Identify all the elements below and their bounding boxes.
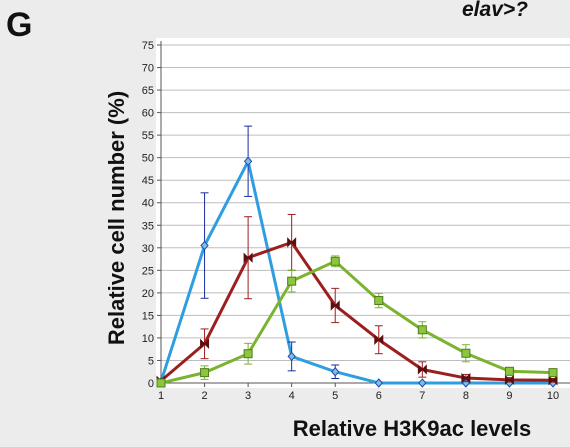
grid xyxy=(161,44,570,361)
data-point xyxy=(200,368,210,378)
data-point xyxy=(461,348,471,358)
x-tick-label: 8 xyxy=(463,390,469,402)
x-tick-label: 5 xyxy=(332,390,338,402)
data-point xyxy=(200,240,209,251)
y-tick-label: 0 xyxy=(148,378,154,390)
x-tick-label: 6 xyxy=(376,390,382,402)
y-tick-label: 40 xyxy=(142,198,154,210)
series-line xyxy=(160,240,554,382)
data-point xyxy=(504,374,511,386)
y-tick-label: 70 xyxy=(142,63,154,75)
panel-label: G xyxy=(6,6,33,44)
x-tick-label: 10 xyxy=(547,390,559,402)
data-point xyxy=(508,374,514,386)
x-tick-label: 1 xyxy=(158,390,164,402)
data-point xyxy=(421,364,427,375)
y-tick-label: 60 xyxy=(142,108,154,120)
x-tick-label: 4 xyxy=(289,390,295,402)
data-point xyxy=(200,338,206,349)
data-point xyxy=(287,276,297,286)
series xyxy=(156,125,558,388)
y-tick-label: 30 xyxy=(142,243,154,255)
data-point xyxy=(374,378,383,388)
y-tick-label: 15 xyxy=(142,310,154,322)
y-tick-label: 55 xyxy=(142,130,154,142)
series-line xyxy=(159,159,553,385)
data-point xyxy=(461,372,467,384)
data-point xyxy=(552,375,558,386)
data-point xyxy=(417,364,424,375)
data-point xyxy=(418,378,427,388)
y-tick-label: 35 xyxy=(142,220,154,232)
data-point xyxy=(243,349,253,359)
y-tick-label: 50 xyxy=(142,153,154,165)
data-point xyxy=(331,366,340,377)
data-point xyxy=(374,334,380,345)
x-tick-label: 2 xyxy=(201,390,207,402)
y-tick-label: 65 xyxy=(142,85,154,97)
x-tick-label: 7 xyxy=(419,390,425,402)
x-tick-label: 9 xyxy=(506,390,512,402)
y-tick-label: 75 xyxy=(142,40,154,52)
data-point xyxy=(374,296,384,306)
series-line xyxy=(160,259,554,385)
data-point xyxy=(156,378,166,388)
data-point xyxy=(243,156,253,167)
data-point xyxy=(330,256,340,266)
data-point xyxy=(417,325,427,335)
data-point xyxy=(504,366,514,376)
data-point xyxy=(290,237,297,248)
data-point xyxy=(287,351,296,362)
data-point xyxy=(378,334,384,345)
y-tick-label: 25 xyxy=(142,265,154,277)
header-text: elav>? xyxy=(462,0,528,21)
data-point xyxy=(287,237,293,248)
y-tick-label: 5 xyxy=(148,355,154,367)
data-point xyxy=(334,300,340,311)
data-point xyxy=(548,368,558,378)
data-point xyxy=(243,252,249,263)
y-tick-label: 45 xyxy=(142,175,154,187)
x-tick-label: 3 xyxy=(245,390,251,402)
y-tick-label: 20 xyxy=(142,288,154,300)
data-point xyxy=(247,252,253,263)
x-axis-label: Relative H3K9ac levels xyxy=(293,416,532,441)
y-tick-label: 10 xyxy=(142,333,154,345)
data-point xyxy=(465,372,471,384)
series-3 xyxy=(156,255,558,388)
data-point xyxy=(330,300,336,311)
data-point xyxy=(203,338,210,349)
y-axis-label: Relative cell number (%) xyxy=(104,91,129,345)
plot-background xyxy=(156,38,570,388)
data-point xyxy=(548,375,554,386)
